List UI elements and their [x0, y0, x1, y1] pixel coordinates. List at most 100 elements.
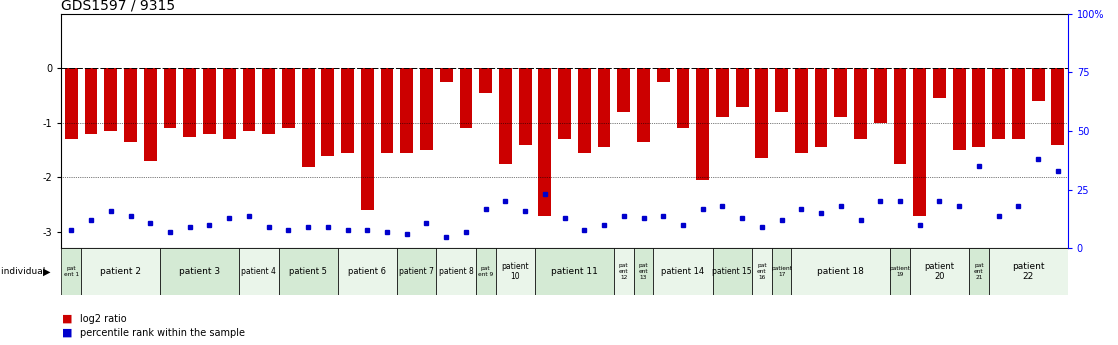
Text: patient
17: patient 17 [771, 266, 792, 277]
Bar [637, 68, 650, 142]
Bar [973, 68, 985, 147]
Bar [160, 248, 239, 295]
Bar [539, 68, 551, 216]
Bar [558, 68, 571, 139]
Bar [322, 68, 334, 156]
Bar [815, 68, 827, 147]
Bar [771, 248, 792, 295]
Bar [890, 248, 910, 295]
Text: patient
19: patient 19 [890, 266, 910, 277]
Bar [499, 68, 512, 164]
Bar [756, 68, 768, 158]
Bar [278, 248, 338, 295]
Bar [519, 68, 531, 145]
Text: log2 ratio: log2 ratio [80, 314, 127, 324]
Bar [969, 248, 988, 295]
Bar [263, 68, 275, 134]
Bar [361, 68, 373, 210]
Bar [439, 68, 453, 82]
Bar [792, 248, 890, 295]
Text: patient 2: patient 2 [101, 267, 141, 276]
Text: patient
10: patient 10 [502, 262, 529, 282]
Bar [400, 68, 414, 153]
Bar [341, 68, 354, 153]
Bar [495, 248, 536, 295]
Bar [1032, 68, 1044, 101]
Bar [82, 248, 160, 295]
Bar [657, 68, 670, 82]
Text: patient 14: patient 14 [662, 267, 704, 276]
Text: pat
ent
13: pat ent 13 [638, 263, 648, 280]
Bar [988, 248, 1068, 295]
Bar [578, 68, 590, 153]
Text: patient 15: patient 15 [712, 267, 752, 276]
Bar [598, 68, 610, 147]
Text: individual: individual [1, 267, 48, 276]
Bar [480, 68, 492, 93]
Bar [617, 68, 631, 112]
Text: patient 4: patient 4 [241, 267, 276, 276]
Text: patient 6: patient 6 [349, 267, 387, 276]
Bar [934, 68, 946, 98]
Bar [795, 68, 807, 153]
Text: pat
ent 1: pat ent 1 [64, 266, 79, 277]
Bar [243, 68, 255, 131]
Text: pat
ent
16: pat ent 16 [757, 263, 767, 280]
Text: pat
ent
12: pat ent 12 [619, 263, 628, 280]
Bar [61, 248, 82, 295]
Bar [85, 68, 97, 134]
Bar [752, 248, 771, 295]
Bar [1051, 68, 1064, 145]
Bar [893, 68, 907, 164]
Bar [775, 68, 788, 112]
Text: ▶: ▶ [42, 267, 50, 277]
Bar [380, 68, 394, 153]
Bar [282, 68, 295, 128]
Bar [834, 68, 847, 117]
Text: pat
ent 9: pat ent 9 [479, 266, 493, 277]
Text: percentile rank within the sample: percentile rank within the sample [80, 328, 246, 338]
Bar [614, 248, 634, 295]
Bar [436, 248, 476, 295]
Bar [993, 68, 1005, 139]
Bar [302, 68, 314, 167]
Text: ■: ■ [61, 328, 72, 338]
Text: patient 18: patient 18 [817, 267, 864, 276]
Bar [163, 68, 177, 128]
Bar [239, 248, 278, 295]
Bar [183, 68, 196, 137]
Text: patient 3: patient 3 [179, 267, 220, 276]
Bar [124, 68, 136, 142]
Text: ■: ■ [61, 314, 72, 324]
Bar [676, 68, 690, 128]
Bar [338, 248, 397, 295]
Bar [420, 68, 433, 150]
Bar [397, 248, 436, 295]
Bar [913, 68, 926, 216]
Bar [697, 68, 709, 180]
Text: patient 8: patient 8 [438, 267, 473, 276]
Bar [716, 68, 729, 117]
Bar [65, 68, 78, 139]
Text: patient 5: patient 5 [290, 267, 328, 276]
Bar [536, 248, 614, 295]
Bar [653, 248, 712, 295]
Bar [459, 68, 473, 128]
Bar [854, 68, 866, 139]
Text: patient 11: patient 11 [551, 267, 598, 276]
Bar [736, 68, 749, 107]
Text: patient 7: patient 7 [399, 267, 434, 276]
Text: patient
20: patient 20 [925, 262, 955, 282]
Bar [712, 248, 752, 295]
Bar [144, 68, 157, 161]
Text: patient
22: patient 22 [1012, 262, 1044, 282]
Bar [874, 68, 887, 123]
Bar [953, 68, 966, 150]
Bar [476, 248, 495, 295]
Bar [104, 68, 117, 131]
Bar [203, 68, 216, 134]
Text: pat
ent
21: pat ent 21 [974, 263, 984, 280]
Bar [910, 248, 969, 295]
Bar [222, 68, 236, 139]
Bar [634, 248, 653, 295]
